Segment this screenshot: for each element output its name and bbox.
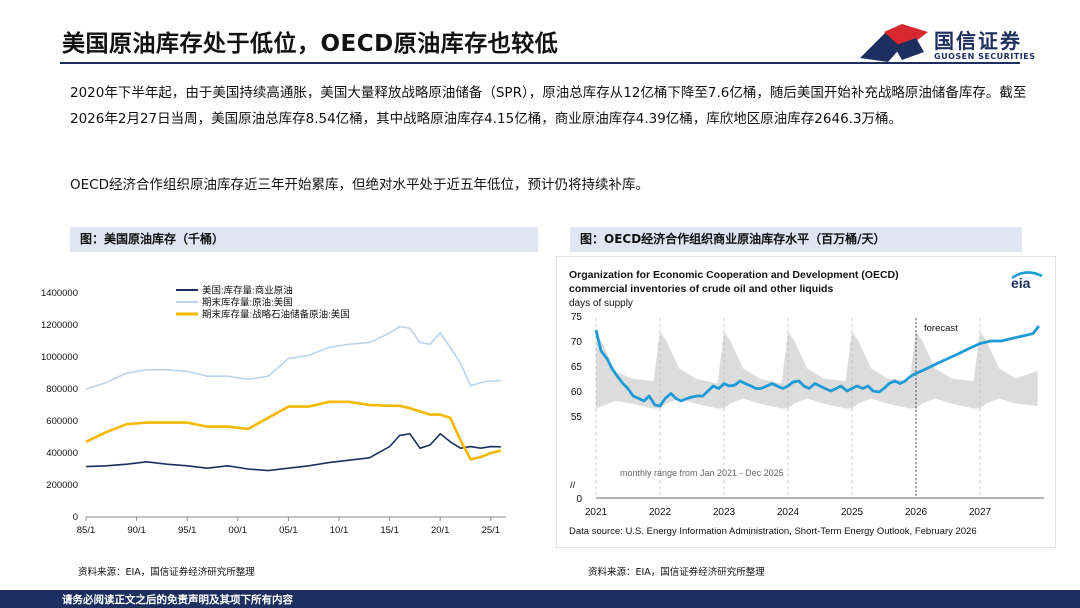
- chart2-axis-break: //: [570, 480, 576, 491]
- chart2-xtick-label: 2022: [649, 507, 672, 518]
- chart1-xtick-label: 85/1: [77, 525, 96, 536]
- chart1-ytick-label: 600000: [46, 416, 78, 427]
- chart1-ytick-label: 400000: [46, 448, 78, 459]
- chart2-xtick-label: 2025: [841, 507, 864, 518]
- chart2-xtick-label: 2027: [969, 507, 992, 518]
- brand-logo: 国信证券 GUOSEN SECURITIES: [858, 22, 1038, 66]
- chart2-xtick-label: 2023: [713, 507, 736, 518]
- page-title: 美国原油库存处于低位，OECD原油库存也较低: [62, 31, 559, 57]
- chart1-series-line-0: [85, 433, 501, 472]
- oecd-paragraph: OECD经济合作组织原油库存近三年开始累库，但绝对水平处于近五年低位，预计仍将持…: [70, 177, 649, 193]
- chart2-ytick-label: 75: [571, 312, 583, 323]
- logo-text-en: GUOSEN SECURITIES: [934, 52, 1036, 61]
- chart1-ytick-label: 0: [73, 512, 78, 523]
- chart2-xtick-label: 2024: [777, 507, 800, 518]
- chart1-ytick-label: 200000: [46, 480, 78, 491]
- footer-disclaimer: 请务必阅读正文之后的免责声明及其项下所有内容: [62, 594, 293, 606]
- chart2-ylabel: days of supply: [569, 298, 633, 309]
- chart1-xtick-label: 05/1: [279, 525, 298, 536]
- logo-mark-icon: [860, 24, 928, 62]
- chart2-title: Organization for Economic Cooperation an…: [569, 269, 899, 281]
- chart1-xtick-label: 95/1: [178, 525, 197, 536]
- chart1-legend-label: 期末库存量:原油:美国: [202, 297, 293, 309]
- chart2-source: Data source: U.S. Energy Information Adm…: [569, 526, 977, 537]
- chart1-ytick-label: 1400000: [41, 288, 78, 299]
- chart2-ytick-zero: 0: [576, 494, 582, 505]
- chart1-xtick-label: 00/1: [229, 525, 248, 536]
- chart2-forecast-label: forecast: [924, 323, 958, 334]
- chart2-xtick-label: 2021: [585, 507, 608, 518]
- chart1-ytick-label: 1200000: [41, 320, 78, 331]
- chart2-ytick-label: 55: [571, 412, 583, 423]
- logo-text-cn: 国信证券: [934, 29, 1022, 53]
- summary-paragraph: 2020年下半年起，由于美国持续高通胀，美国大量释放战略原油储备（SPR），原油…: [70, 85, 1027, 127]
- chart2-subtitle: commercial inventories of crude oil and …: [569, 283, 833, 295]
- chart2-range-label: monthly range from Jan 2021 - Dec 2025: [620, 468, 784, 478]
- chart1-series-line-2: [85, 400, 502, 461]
- chart1-xtick-label: 10/1: [330, 525, 349, 536]
- chart1-xtick-label: 25/1: [482, 525, 501, 536]
- footer-bar: 请务必阅读正文之后的免责声明及其项下所有内容: [0, 590, 1080, 608]
- figure2-title: 图：OECD经济合作组织商业原油库存水平（百万桶/天）: [570, 227, 1022, 252]
- eia-logo-text: eia: [1011, 275, 1031, 291]
- chart1-series-line-1: [85, 325, 501, 390]
- chart2-ytick-label: 70: [571, 337, 583, 348]
- chart1-ytick-label: 800000: [46, 384, 78, 395]
- figure2-source: 资料来源：EIA，国信证券经济研究所整理: [588, 567, 765, 578]
- figure1-source: 资料来源：EIA，国信证券经济研究所整理: [78, 567, 255, 578]
- figure1-title: 图：美国原油库存（千桶）: [70, 227, 538, 252]
- chart1-legend-label: 期末库存量:战略石油储备原油:美国: [202, 309, 350, 321]
- chart1-xtick-label: 15/1: [380, 525, 399, 536]
- chart2-range-band: [596, 331, 1038, 409]
- title-underline: [60, 62, 1020, 64]
- eia-logo-icon: eia: [1011, 271, 1043, 291]
- chart1-legend-label: 美国:库存量:商业原油: [202, 285, 293, 297]
- chart2-series-line: [594, 325, 1041, 408]
- chart1-ytick-label: 1000000: [41, 352, 78, 363]
- chart1-xtick-label: 20/1: [431, 525, 450, 536]
- oecd-inventory-chart: Organization for Economic Cooperation an…: [556, 256, 1056, 548]
- chart2-ytick-label: 65: [571, 362, 583, 373]
- chart2-xtick-label: 2026: [905, 507, 928, 518]
- chart2-ytick-label: 60: [571, 387, 583, 398]
- us-crude-inventory-chart: 0 200000 400000 600000 800000 1000000 1200000 1…: [41, 285, 506, 536]
- chart1-xtick-label: 90/1: [127, 525, 146, 536]
